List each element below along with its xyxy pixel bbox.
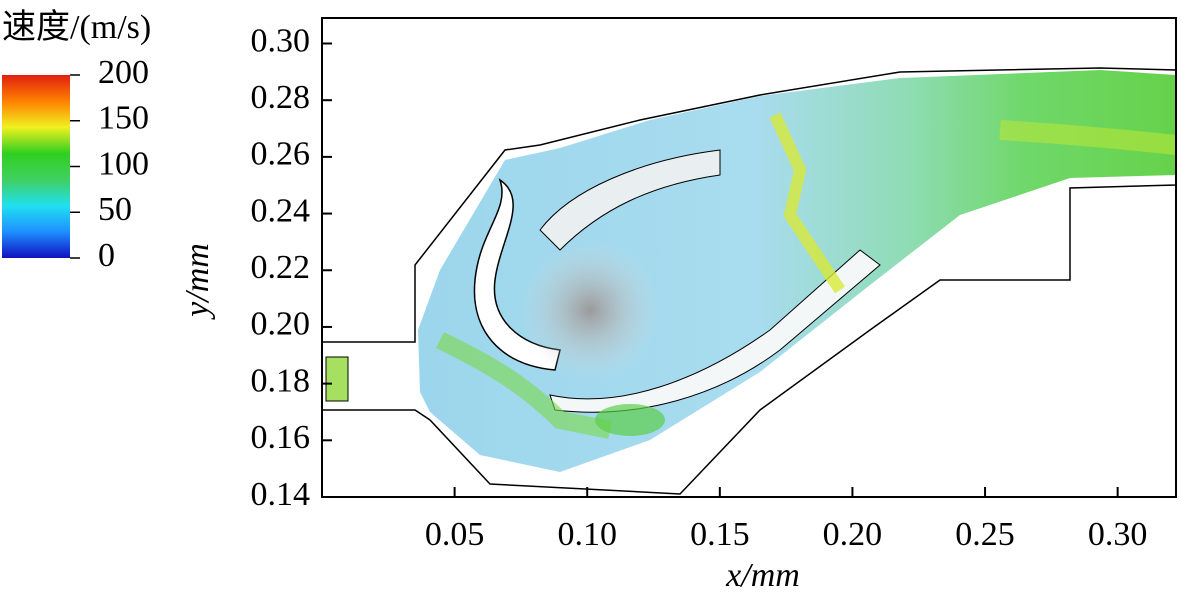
colorbar-tick-label: 150 [98, 100, 149, 137]
x-tick-label: 0.20 [823, 516, 883, 553]
y-tick-label: 0.14 [251, 476, 311, 513]
flow-field [322, 67, 1178, 495]
x-tick-label: 0.10 [557, 516, 617, 553]
colorbar-tick-label: 50 [98, 191, 132, 228]
x-tick-label: 0.15 [690, 516, 750, 553]
colorbar [2, 75, 70, 258]
colorbar-tick-label: 0 [98, 237, 115, 274]
y-tick-label: 0.20 [251, 306, 311, 343]
y-tick-label: 0.16 [251, 419, 311, 456]
y-tick-label: 0.30 [251, 22, 311, 59]
y-tick-label: 0.18 [251, 362, 311, 399]
colorbar-tick-label: 100 [98, 145, 149, 182]
y-tick-label: 0.24 [251, 192, 311, 229]
x-tick-label: 0.05 [425, 516, 485, 553]
x-tick-label: 0.30 [1088, 516, 1148, 553]
colorbar-label: 速度/(m/s) [2, 8, 151, 46]
y-tick-label: 0.22 [251, 249, 311, 286]
x-tick-label: 0.25 [955, 516, 1015, 553]
y-tick-label: 0.28 [251, 79, 311, 116]
plot-frame [321, 17, 1177, 498]
colorbar-tick-label: 200 [98, 54, 149, 91]
x-axis-label: x/mm [725, 557, 800, 594]
y-tick-label: 0.26 [251, 136, 311, 173]
y-axis-label: y/mm [179, 243, 216, 320]
